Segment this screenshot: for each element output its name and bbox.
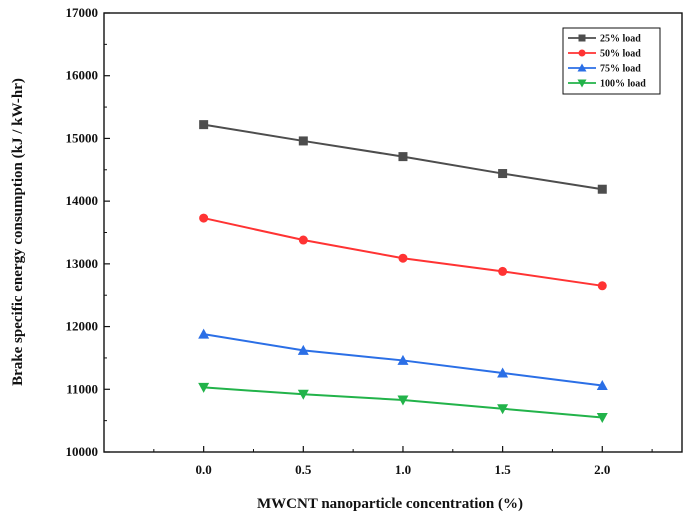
x-tick-label: 0.0 bbox=[196, 462, 212, 477]
y-tick-label: 15000 bbox=[66, 130, 99, 145]
data-point bbox=[297, 344, 309, 355]
data-point bbox=[597, 281, 607, 291]
x-tick-label: 1.0 bbox=[395, 462, 411, 477]
legend-label: 50% load bbox=[600, 49, 641, 60]
data-point bbox=[398, 253, 408, 263]
data-point bbox=[497, 404, 509, 415]
y-tick-label: 16000 bbox=[66, 68, 99, 83]
legend-label: 75% load bbox=[600, 64, 641, 75]
x-axis-title: MWCNT nanoparticle concentration (%) bbox=[257, 496, 523, 512]
data-point bbox=[597, 184, 607, 194]
y-tick-label: 10000 bbox=[66, 444, 99, 459]
legend-label: 25% load bbox=[600, 34, 641, 45]
data-point bbox=[298, 235, 308, 245]
x-tick-label: 2.0 bbox=[594, 462, 610, 477]
y-tick-label: 14000 bbox=[66, 193, 99, 208]
x-tick-label: 0.5 bbox=[295, 462, 312, 477]
y-tick-label: 13000 bbox=[66, 256, 99, 271]
data-point bbox=[397, 395, 409, 406]
legend-label: 100% load bbox=[600, 79, 646, 90]
data-point bbox=[497, 367, 509, 378]
y-axis-title: Brake specific energy consumption (kJ / … bbox=[10, 78, 26, 386]
data-point bbox=[297, 389, 309, 400]
data-point bbox=[397, 354, 409, 365]
data-point bbox=[198, 328, 210, 339]
data-point bbox=[596, 380, 608, 391]
legend-marker bbox=[577, 79, 587, 88]
data-point bbox=[199, 120, 209, 130]
y-tick-label: 17000 bbox=[66, 5, 99, 20]
data-point bbox=[398, 152, 408, 162]
data-point bbox=[498, 266, 508, 276]
data-point bbox=[298, 136, 308, 146]
legend-marker bbox=[577, 63, 587, 72]
data-point bbox=[199, 213, 209, 223]
y-tick-label: 11000 bbox=[66, 381, 98, 396]
data-point bbox=[498, 169, 508, 179]
y-tick-label: 12000 bbox=[66, 319, 99, 334]
series-line bbox=[203, 217, 603, 287]
x-tick-label: 1.5 bbox=[494, 462, 511, 477]
legend-marker bbox=[578, 34, 586, 42]
data-point bbox=[198, 382, 210, 393]
data-point bbox=[596, 413, 608, 424]
legend-marker bbox=[578, 49, 586, 57]
